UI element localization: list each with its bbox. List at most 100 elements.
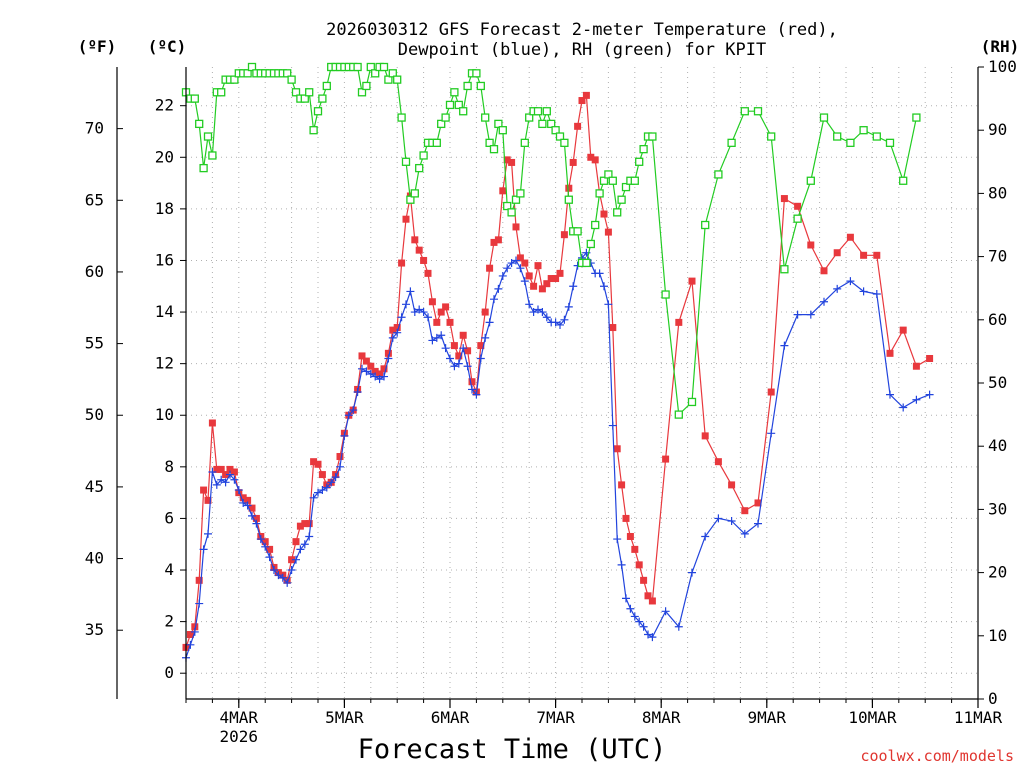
celsius-tick-label: 16 (155, 250, 174, 269)
temperature-point (292, 538, 300, 546)
temperature-point (455, 352, 463, 360)
dewpoint-point (859, 287, 868, 296)
rh-point (494, 119, 503, 129)
dewpoint-point (256, 535, 265, 544)
temperature-point (569, 158, 577, 166)
temperature-point (503, 156, 511, 164)
temperature-point (530, 282, 538, 290)
dewpoint-point (292, 555, 300, 564)
dewpoint-point (886, 390, 894, 399)
temperature-point (846, 233, 854, 241)
temperature-point (833, 249, 841, 257)
rh-point (247, 62, 257, 72)
dewpoint-point (538, 308, 547, 317)
temperature-point (899, 326, 907, 334)
x-axis-title: Forecast Time (UTC) (358, 734, 667, 765)
dewpoint-point (542, 313, 551, 322)
dewpoint-point (199, 545, 208, 554)
temperature-point (754, 499, 762, 507)
rh-point (714, 170, 723, 179)
x-tick-label: 9MAR (748, 708, 787, 727)
dewpoint-point (441, 344, 450, 353)
temperature-point (301, 520, 309, 528)
x-year-label: 2026 (220, 727, 259, 746)
rh-point (885, 138, 895, 147)
temperature-point (376, 370, 384, 378)
rh-point (833, 132, 842, 141)
rh-point (674, 410, 683, 419)
dewpoint-point (613, 535, 622, 544)
dewpoint-point (512, 256, 520, 265)
dewpoint-point (780, 341, 789, 350)
dewpoint-point (419, 308, 428, 317)
dewpoint-point (283, 578, 292, 587)
rh-point (472, 69, 481, 78)
chart-title-line-2: Dewpoint (blue), RH (green) for KPIT (398, 40, 766, 60)
rh-point (300, 94, 309, 103)
rh-point (366, 62, 375, 72)
temperature-point (420, 256, 428, 264)
rh-tick-label: 20 (988, 563, 1007, 582)
gridlines (186, 67, 978, 699)
rh-point (912, 113, 921, 122)
temperature-point (499, 187, 507, 195)
dewpoint-point (925, 390, 934, 399)
temperature-point (600, 210, 608, 218)
dewpoint-point (270, 566, 278, 575)
dewpoint-point (217, 475, 226, 484)
x-tick-label: 7MAR (536, 708, 575, 727)
rh-point (318, 94, 327, 103)
temperature-point (195, 576, 203, 584)
dewpoint-point (468, 385, 476, 394)
rh-point (393, 75, 402, 84)
dewpoint-point (454, 359, 463, 368)
dewpoint-point (428, 336, 437, 345)
temperature-point (442, 303, 450, 311)
dewpoint-point (688, 568, 696, 577)
dewpoint-point (314, 488, 322, 497)
rh-point (819, 113, 829, 122)
temperature-point (604, 228, 612, 236)
x-tick-label: 4MAR (220, 708, 259, 727)
temperature-point (714, 458, 722, 466)
temperature-point (688, 277, 696, 285)
temperature-point (428, 298, 436, 306)
temperature-point (459, 331, 467, 339)
temperature-point (446, 318, 454, 326)
dewpoint-point (450, 362, 459, 371)
dewpoint-point (639, 622, 648, 631)
dewpoint-point (503, 264, 512, 273)
rh-tick-label: 60 (988, 310, 1007, 329)
rh-point (454, 100, 463, 110)
rh-point (287, 75, 296, 84)
rh-point (753, 107, 763, 116)
rh-point (586, 239, 595, 249)
rh-point (701, 220, 710, 230)
dewpoint-point (243, 501, 252, 510)
temperature-point (794, 202, 802, 210)
dewpoint-point (446, 354, 454, 363)
rh-tick-label: 100 (988, 57, 1017, 76)
rh-point (573, 227, 582, 236)
dewpoint-point (534, 305, 542, 314)
temperature-point (780, 195, 788, 203)
rh-point (687, 397, 697, 407)
temperature-point (521, 259, 529, 267)
dewpoint-point (274, 571, 283, 580)
dewpoint-point (234, 486, 243, 495)
rh-point (516, 189, 525, 198)
rh-point (463, 81, 472, 91)
temperature-point (538, 285, 546, 293)
temperature-point (494, 236, 502, 244)
fahrenheit-tick-label: 40 (85, 549, 104, 568)
dewpoint-point (318, 486, 327, 495)
dewpoint-point (635, 617, 644, 626)
dewpoint-point (340, 431, 349, 440)
dewpoint-point (406, 287, 415, 296)
temperature-point (618, 481, 626, 489)
rh-tick-label: 90 (988, 120, 1007, 139)
rh-point (613, 208, 622, 217)
celsius-tick-label: 0 (164, 663, 174, 682)
dewpoint-point (221, 478, 230, 487)
